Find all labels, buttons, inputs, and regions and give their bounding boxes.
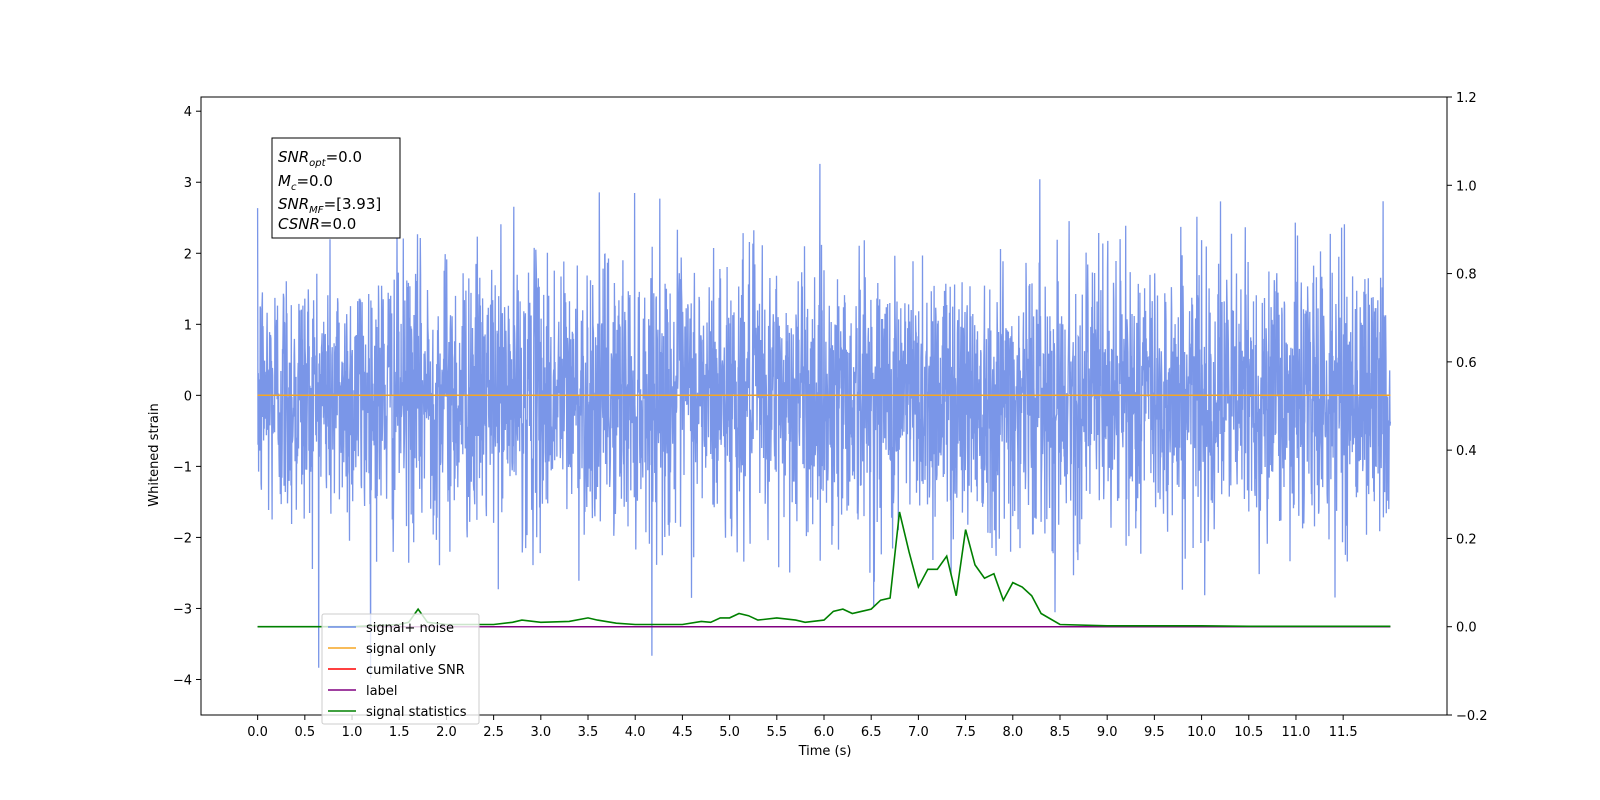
info-snr-mf: SNRMF=[3.93] (278, 195, 381, 216)
x-tick-label: 11.5 (1329, 725, 1358, 740)
info-box: SNRopt=0.0 Mc=0.0 SNRMF=[3.93] CSNR=0.0 (271, 137, 401, 239)
y2-tick-label: 0.0 (1456, 621, 1477, 636)
info-csnr: CSNR=0.0 (278, 215, 356, 233)
x-tick-label: 0.5 (294, 725, 315, 740)
x-tick-label: 2.0 (436, 725, 457, 740)
info-snr-opt: SNRopt=0.0 (278, 148, 362, 169)
x-tick-label: 2.5 (483, 725, 504, 740)
legend-entry: signal statistics (366, 705, 467, 720)
x-tick-label: 10.0 (1187, 725, 1216, 740)
y-tick-label: 3 (184, 176, 192, 191)
x-tick-label: 5.0 (719, 725, 740, 740)
plot-area (256, 163, 1392, 679)
legend-entry: signal+ noise (366, 621, 454, 636)
y2-tick-label: 0.8 (1456, 268, 1477, 283)
x-tick-label: 6.0 (814, 725, 835, 740)
x-tick-label: 11.0 (1281, 725, 1310, 740)
x-tick-label: 9.0 (1097, 725, 1118, 740)
x-tick-label: 8.0 (1002, 725, 1023, 740)
y2-tick-label: 0.6 (1456, 356, 1477, 371)
y-axis-label: Whitened strain (147, 403, 162, 506)
y-tick-label: −3 (173, 602, 192, 617)
x-tick-label: 5.5 (766, 725, 787, 740)
x-tick-label: 0.0 (247, 725, 268, 740)
x-tick-label: 1.0 (342, 725, 363, 740)
legend: signal+ noise signal only cumilative SNR la… (321, 613, 480, 725)
x-tick-label: 9.5 (1144, 725, 1165, 740)
legend-entry: signal only (366, 642, 436, 657)
y-tick-label: 1 (184, 318, 192, 333)
series-signal-statistics (257, 511, 1391, 628)
y-tick-label: −2 (173, 531, 192, 546)
legend-entry: cumilative SNR (366, 663, 465, 678)
axes: 0.0 0.5 1.0 1.5 2.0 2.5 3.0 3.5 4.0 4.5 5.0 5.5 6.0 6… (173, 91, 1488, 740)
x-tick-label: 8.5 (1050, 725, 1071, 740)
x-tick-label: 1.5 (389, 725, 410, 740)
y-tick-label: 2 (184, 247, 192, 262)
x-tick-label: 3.0 (530, 725, 551, 740)
y2-tick-label: −0.2 (1456, 709, 1488, 724)
x-tick-label: 6.5 (861, 725, 882, 740)
x-tick-label: 10.5 (1234, 725, 1263, 740)
y-tick-label: 0 (184, 389, 192, 404)
y2-tick-label: 0.4 (1456, 444, 1477, 459)
x-tick-label: 4.5 (672, 725, 693, 740)
y-tick-label: 4 (184, 105, 192, 120)
y-tick-label: −4 (173, 673, 192, 688)
x-axis-label: Time (s) (798, 744, 852, 759)
x-tick-label: 3.5 (578, 725, 599, 740)
legend-entry: label (366, 684, 397, 699)
y2-tick-label: 1.2 (1456, 91, 1477, 106)
x-tick-label: 7.0 (908, 725, 929, 740)
y2-tick-label: 0.2 (1456, 532, 1477, 547)
series-signal-plus-noise (256, 163, 1392, 679)
x-tick-label: 4.0 (625, 725, 646, 740)
y2-tick-label: 1.0 (1456, 179, 1477, 194)
y-tick-label: −1 (173, 460, 192, 475)
x-tick-label: 7.5 (955, 725, 976, 740)
info-mc: Mc=0.0 (278, 172, 333, 193)
